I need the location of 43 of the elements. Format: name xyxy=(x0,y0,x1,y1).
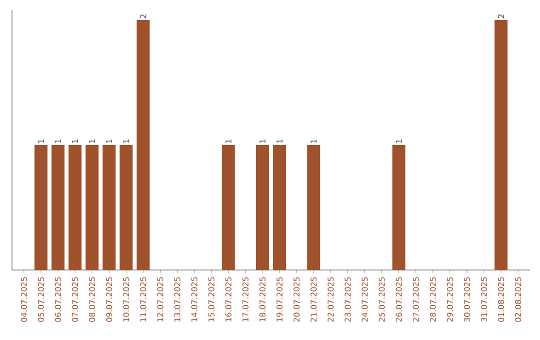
x-tick-label: 24.07.2025 xyxy=(362,277,368,322)
x-tick-label: 12.07.2025 xyxy=(157,277,164,322)
data-label: 1 xyxy=(396,139,402,143)
x-tick-label: 07.07.2025 xyxy=(72,277,78,322)
x-tick-label: 05.07.2025 xyxy=(38,277,44,322)
x-tick-label: 02.08.2025 xyxy=(515,277,522,322)
x-tick-label: 30.07.2025 xyxy=(464,277,470,322)
data-label: 1 xyxy=(260,139,266,143)
x-tick-label: 15.07.2025 xyxy=(208,277,214,322)
x-tick-label: 31.07.2025 xyxy=(480,277,488,322)
x-tick-label: 18.07.2025 xyxy=(259,277,266,322)
data-label: 1 xyxy=(89,139,96,143)
x-tick-label: 11.07.2025 xyxy=(140,277,146,322)
x-tick-label: 27.07.2025 xyxy=(412,277,419,322)
x-tick-label: 20.07.2025 xyxy=(294,277,300,322)
data-label: 1 xyxy=(310,139,317,143)
x-tick-label: 25.07.2025 xyxy=(378,277,385,322)
x-tick-label: 13.07.2025 xyxy=(174,277,180,322)
x-tick-label: 04.07.2025 xyxy=(20,277,27,322)
x-tick-label: 10.07.2025 xyxy=(123,277,130,322)
x-tick-label: 16.07.2025 xyxy=(225,277,232,322)
x-tick-label: 06.07.2025 xyxy=(54,277,62,322)
x-tick-label: 22.07.2025 xyxy=(328,277,334,322)
data-label: 1 xyxy=(123,139,130,143)
x-tick-label: 29.07.2025 xyxy=(446,277,453,322)
data-label: 1 xyxy=(276,139,282,143)
x-tick-label: 26.07.2025 xyxy=(396,277,402,322)
x-tick-label: 17.07.2025 xyxy=(242,277,248,322)
data-label: 1 xyxy=(38,139,44,143)
data-label: 1 xyxy=(55,139,61,143)
data-label: 1 xyxy=(225,139,232,143)
data-label: 2 xyxy=(140,14,146,18)
x-tick-label: 19.07.2025 xyxy=(276,277,283,322)
x-tick-label: 21.07.2025 xyxy=(310,277,317,322)
data-label: 2 xyxy=(498,14,504,18)
x-tick-label: 01.08.2025 xyxy=(498,277,504,322)
x-tick-label: 28.07.2025 xyxy=(430,277,436,322)
x-tick-label: 23.07.2025 xyxy=(344,277,351,322)
x-tick-label: 09.07.2025 xyxy=(106,277,112,322)
x-tick-label: 08.07.2025 xyxy=(89,277,96,322)
data-label: 1 xyxy=(106,139,112,143)
data-label: 1 xyxy=(72,139,78,143)
x-tick-label: 14.07.2025 xyxy=(191,277,198,322)
